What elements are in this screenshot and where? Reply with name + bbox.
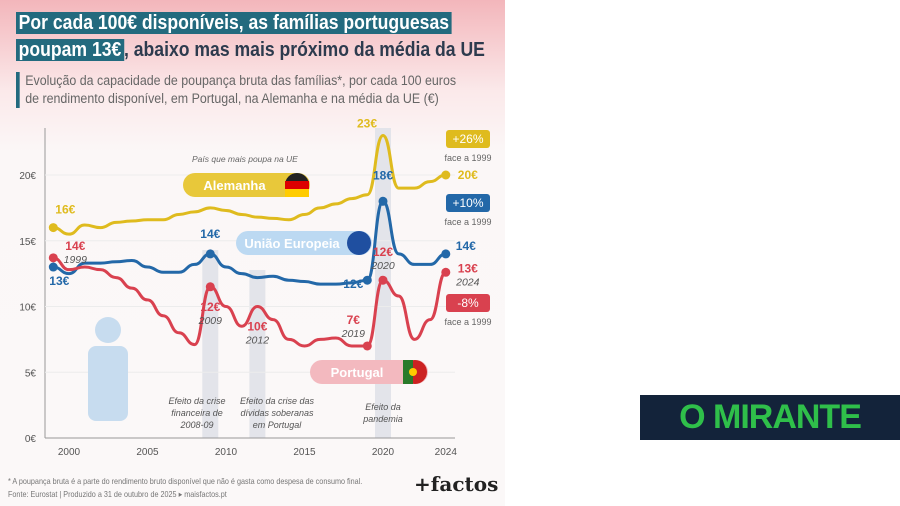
data-point: [362, 275, 372, 285]
change-badge-sub: face a 1999: [444, 217, 491, 227]
data-point: [378, 275, 388, 285]
x-tick-label: 2024: [435, 447, 458, 458]
subtitle: Evolução da capacidade de poupança bruta…: [16, 72, 456, 108]
portugal-flag-icon: [403, 360, 413, 384]
change-badge-text: +26%: [452, 132, 483, 146]
data-label: 14€: [200, 227, 220, 241]
series-line: [53, 134, 446, 236]
x-tick-label: 2015: [293, 447, 316, 458]
publisher-logo: O MIRANTE: [640, 395, 900, 440]
data-label: 10€: [247, 320, 267, 334]
period-label: financeira de: [171, 408, 223, 418]
change-badge: [446, 194, 490, 212]
x-tick-label: 2010: [215, 447, 238, 458]
data-label: 13€: [458, 261, 478, 275]
data-label: 12€: [343, 277, 363, 291]
change-badge-sub: face a 1999: [444, 153, 491, 163]
data-point: [378, 196, 388, 206]
title-line-1: Por cada 100€ disponíveis, as famílias p…: [16, 10, 452, 37]
germany-flag-icon: [285, 189, 309, 197]
change-badge: [446, 294, 490, 312]
x-tick-label: 2000: [58, 447, 81, 458]
change-badge-sub: face a 1999: [444, 317, 491, 327]
brand-logo: +factos: [414, 472, 499, 496]
series-label: União Europeia: [244, 236, 340, 251]
change-badge-text: -8%: [457, 296, 479, 310]
change-badge-text: +10%: [452, 196, 483, 210]
title-line-2: poupam 13€, abaixo mas mais próximo da m…: [16, 37, 485, 64]
data-point: [441, 170, 451, 180]
data-label: 16€: [55, 203, 75, 217]
data-point: [205, 249, 215, 259]
data-point: [48, 253, 58, 263]
period-label: 2008-09: [179, 420, 213, 430]
data-point: [441, 267, 451, 277]
person-icon: [88, 346, 128, 421]
data-label: 23€: [357, 117, 377, 131]
y-tick-label: 10€: [19, 303, 36, 314]
data-label-year: 2009: [198, 315, 223, 327]
portugal-flag-icon: [409, 368, 417, 376]
series-label-pill: [183, 173, 310, 197]
period-label: pandemia: [362, 414, 403, 424]
germany-note: País que mais poupa na UE: [192, 154, 298, 164]
y-tick-label: 20€: [19, 171, 36, 182]
data-label-year: 2020: [370, 260, 395, 272]
footnote: * A poupança bruta é a parte do rendimen…: [8, 476, 363, 486]
person-icon: [95, 317, 121, 343]
data-label: 14€: [456, 239, 476, 253]
data-label-year: 2012: [245, 335, 270, 347]
period-label: Efeito da crise: [168, 396, 225, 406]
x-tick-label: 2005: [136, 447, 159, 458]
data-point: [48, 262, 58, 272]
data-point: [205, 282, 215, 292]
data-label: 18€: [373, 168, 393, 182]
data-label: 14€: [65, 239, 85, 253]
y-tick-label: 5€: [25, 368, 37, 379]
source: Fonte: Eurostat | Produzido a 31 de outu…: [8, 489, 227, 499]
period-label: Efeito da crise das: [240, 396, 315, 406]
x-tick-label: 2020: [372, 447, 395, 458]
data-label: 7€: [347, 313, 361, 327]
series-label-pill: [236, 231, 372, 255]
eu-flag-icon: [347, 231, 371, 255]
series-label: Alemanha: [203, 178, 266, 193]
data-label-year: 1999: [64, 254, 88, 266]
data-point: [441, 249, 451, 259]
period-label: Efeito da: [365, 402, 401, 412]
data-label-year: 2024: [455, 276, 480, 288]
infographic: Por cada 100€ disponíveis, as famílias p…: [0, 0, 505, 506]
shaded-period: [249, 270, 266, 438]
germany-flag-icon: [285, 181, 309, 189]
data-point: [362, 341, 372, 351]
y-tick-label: 0€: [25, 434, 37, 445]
change-badge: [446, 130, 490, 148]
series-label: Portugal: [331, 365, 384, 380]
data-label: 12€: [373, 245, 393, 259]
data-label: 12€: [200, 300, 220, 314]
data-label: 13€: [49, 274, 69, 288]
data-point: [48, 223, 58, 233]
line-chart: Efeito da crise financeira de 2008-09 Efeit…: [19, 117, 491, 458]
period-label: em Portugal: [253, 420, 303, 430]
series-label-pill: [310, 360, 428, 384]
data-label: 20€: [458, 168, 478, 182]
y-tick-label: 15€: [19, 237, 36, 248]
data-label-year: 2019: [341, 328, 366, 340]
period-label: dívidas soberanas: [240, 408, 314, 418]
